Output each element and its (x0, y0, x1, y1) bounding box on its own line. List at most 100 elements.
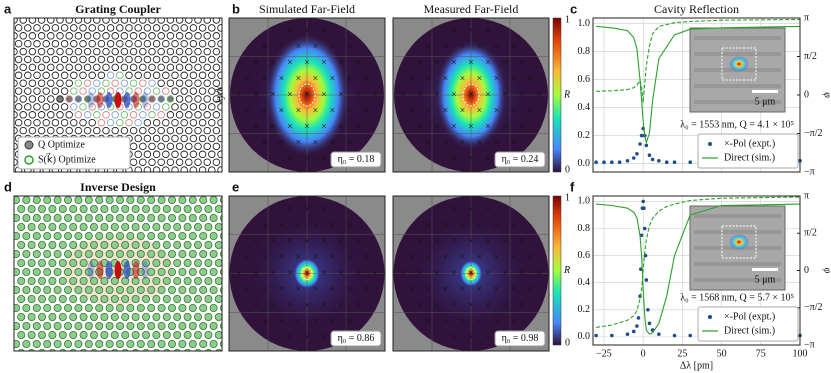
hole (69, 222, 78, 231)
k-marker: × (511, 137, 517, 148)
hole (102, 47, 110, 56)
hole (152, 134, 161, 143)
hole (152, 71, 161, 80)
hole (27, 276, 36, 285)
hole (185, 32, 193, 40)
y-tick-label: 1.0 (578, 18, 591, 29)
hole (178, 213, 187, 222)
hole (173, 276, 182, 285)
hole (65, 95, 73, 103)
hole (193, 294, 202, 303)
hole (53, 213, 62, 222)
hole (58, 330, 67, 339)
hole (194, 79, 202, 87)
hole (74, 267, 83, 276)
data-point (646, 307, 650, 312)
panel-label: d (4, 179, 12, 194)
hole (58, 204, 67, 213)
hole (84, 249, 93, 258)
hole (193, 258, 202, 267)
k-marker: × (304, 25, 310, 36)
hole (28, 32, 37, 40)
hole (19, 126, 27, 135)
hole (180, 55, 188, 64)
hole (95, 231, 104, 240)
inset-texture (694, 84, 781, 88)
k-marker: × (313, 73, 319, 84)
k-marker: × (443, 252, 449, 263)
hole (139, 111, 147, 119)
mode-lobe (114, 92, 122, 108)
hole (48, 175, 55, 182)
hole (42, 71, 50, 80)
hole (105, 213, 114, 222)
hole (102, 79, 110, 87)
hole (79, 276, 88, 285)
data-point (657, 332, 661, 336)
hole (152, 312, 161, 321)
hole (100, 349, 108, 351)
hole (208, 24, 216, 32)
hole (188, 321, 197, 330)
k-marker: × (279, 41, 285, 52)
plot-frame (592, 17, 801, 173)
k-marker: × (494, 73, 500, 84)
hole (126, 321, 135, 330)
hole (58, 222, 67, 231)
hole (208, 150, 216, 159)
hole (43, 303, 52, 312)
k-marker: × (426, 41, 432, 52)
k-marker: × (262, 41, 268, 52)
hole (220, 340, 222, 348)
hole (152, 204, 161, 213)
hole (221, 145, 222, 148)
k-marker: × (270, 89, 276, 100)
hole (116, 339, 125, 348)
hole (17, 330, 26, 339)
hole (70, 103, 78, 111)
legend-marker (708, 315, 712, 319)
hole (38, 240, 47, 249)
hole (214, 241, 222, 249)
hole (14, 304, 20, 312)
k-marker: × (426, 316, 432, 327)
hole (220, 286, 222, 294)
hole (64, 213, 73, 222)
hole (139, 32, 147, 40)
hole (188, 213, 197, 222)
hole (79, 240, 88, 249)
hole (139, 158, 147, 166)
k-marker: × (426, 220, 432, 231)
k-marker: × (262, 316, 268, 327)
data-point (635, 152, 639, 156)
k-marker: × (304, 204, 310, 215)
hole (208, 118, 216, 127)
hole (134, 166, 142, 172)
hole (183, 258, 192, 267)
hole (70, 71, 78, 80)
plot-frame (592, 195, 801, 346)
hole (38, 330, 47, 339)
hole (60, 87, 69, 95)
mode-lobe (123, 261, 131, 279)
hole (56, 18, 64, 24)
hole (198, 118, 207, 127)
hole (167, 267, 176, 276)
hole (203, 158, 211, 166)
hole (74, 249, 83, 258)
k-marker: × (313, 284, 319, 295)
hole (199, 231, 208, 240)
k-marker: × (355, 300, 361, 311)
hole (215, 349, 222, 351)
hole (83, 63, 92, 72)
k-marker: × (451, 153, 457, 164)
data-point (594, 160, 598, 164)
hole (194, 158, 202, 166)
hole (95, 285, 104, 294)
hole (74, 32, 83, 40)
hole (116, 24, 124, 32)
hole (42, 87, 50, 95)
hole (74, 95, 83, 103)
k-marker: × (443, 284, 449, 295)
hole (141, 258, 150, 267)
